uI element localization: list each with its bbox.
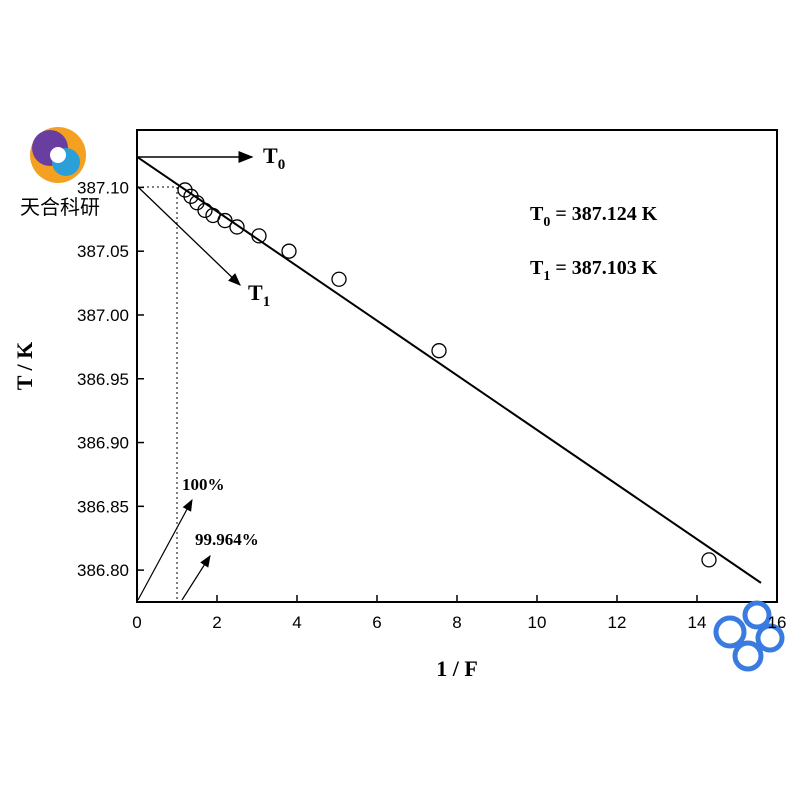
x-tick-label: 16 bbox=[768, 613, 787, 632]
y-tick-label: 386.95 bbox=[77, 370, 129, 389]
watermark: 天合科研 bbox=[20, 195, 100, 219]
data-point bbox=[217, 212, 233, 229]
x-axis-label: 1 / F bbox=[436, 656, 478, 681]
y-tick-label: 387.05 bbox=[77, 242, 129, 261]
t0-value: T0 = 387.124 K bbox=[530, 203, 658, 230]
x-tick-label: 12 bbox=[608, 613, 627, 632]
x-tick-label: 4 bbox=[292, 613, 301, 632]
t1-arrow-label: T1 bbox=[248, 280, 270, 310]
data-point bbox=[229, 219, 245, 235]
data-point bbox=[331, 271, 347, 287]
x-tick-label: 2 bbox=[212, 613, 221, 632]
x-tick-label: 8 bbox=[452, 613, 461, 632]
pct-arrow bbox=[181, 554, 211, 601]
y-tick-label: 387.00 bbox=[77, 306, 129, 325]
y-axis-label: T / K bbox=[12, 342, 37, 391]
logo-bottom bbox=[713, 600, 785, 672]
x-tick-label: 14 bbox=[688, 613, 707, 632]
data-point bbox=[197, 202, 213, 219]
data-point bbox=[281, 243, 297, 259]
x-tick-label: 6 bbox=[372, 613, 381, 632]
x-tick-label: 0 bbox=[132, 613, 141, 632]
fit-line bbox=[136, 155, 762, 584]
data-point bbox=[701, 552, 717, 568]
pct-part-label: 99.964% bbox=[195, 530, 259, 549]
t0-arrow-label: T0 bbox=[263, 143, 285, 173]
logo bbox=[30, 127, 86, 183]
y-tick-label: 386.85 bbox=[77, 497, 129, 516]
t1-arrow bbox=[136, 185, 241, 286]
data-point bbox=[431, 343, 447, 359]
data-point bbox=[251, 228, 267, 244]
y-tick-label: 386.90 bbox=[77, 434, 129, 453]
pct-full-label: 100% bbox=[182, 475, 225, 494]
y-tick-label: 387.10 bbox=[77, 178, 129, 197]
t1-value: T1 = 387.103 K bbox=[530, 257, 658, 284]
pct-arrow bbox=[137, 498, 193, 601]
y-tick-label: 386.80 bbox=[77, 561, 129, 580]
data-point bbox=[189, 195, 205, 211]
x-tick-label: 10 bbox=[528, 613, 547, 632]
